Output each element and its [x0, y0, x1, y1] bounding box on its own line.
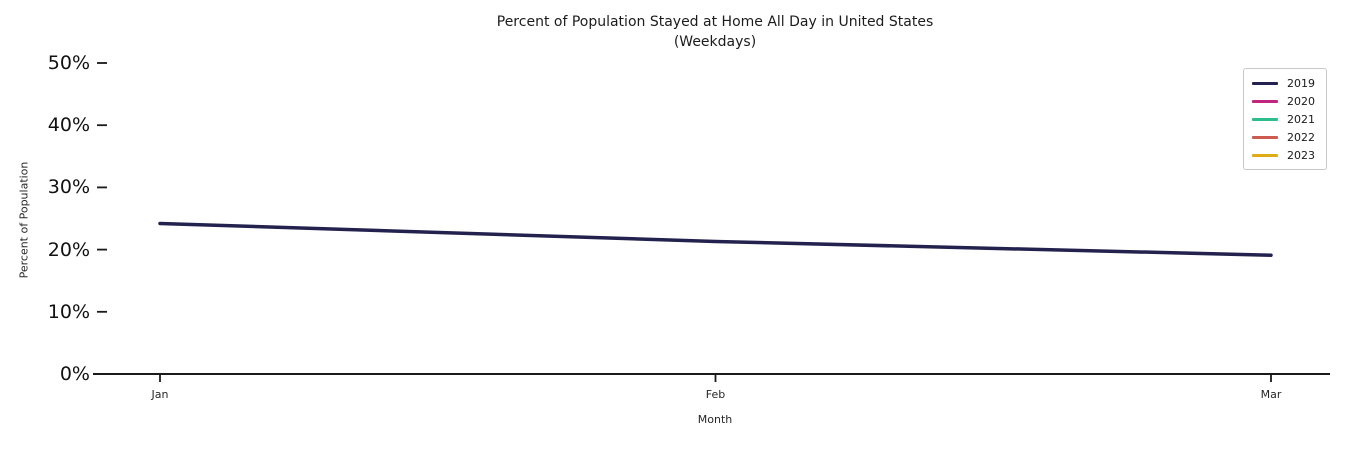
y-tick-label: 40% — [47, 114, 90, 137]
y-tick-label: 50% — [47, 52, 90, 74]
legend: 2019 2020 2021 2022 2023 — [1243, 68, 1327, 170]
y-tick-label: 20% — [47, 238, 90, 261]
legend-item-2021: 2021 — [1252, 111, 1319, 127]
chart-title: Percent of Population Stayed at Home All… — [100, 12, 1330, 52]
y-tick-label: 0% — [59, 363, 90, 385]
series-line-2019 — [158, 221, 1273, 257]
chart-title-line2: (Weekdays) — [673, 34, 757, 50]
legend-label: 2022 — [1287, 130, 1315, 144]
legend-swatch-2019 — [1252, 81, 1278, 85]
legend-item-2020: 2020 — [1252, 93, 1319, 109]
x-tick-label: Jan — [151, 388, 169, 401]
legend-label: 2023 — [1287, 148, 1315, 162]
legend-item-2022: 2022 — [1252, 129, 1319, 145]
x-tick-label: Mar — [1260, 388, 1282, 401]
x-axis-label: Month — [697, 413, 733, 426]
legend-swatch-2021 — [1252, 117, 1278, 121]
legend-item-2023: 2023 — [1252, 147, 1319, 163]
legend-swatch-2022 — [1252, 135, 1278, 139]
legend-item-2019: 2019 — [1252, 75, 1319, 91]
legend-label: 2021 — [1287, 112, 1315, 126]
legend-label: 2020 — [1287, 94, 1315, 108]
y-tick-label: 10% — [47, 300, 90, 323]
legend-label: 2019 — [1287, 76, 1315, 90]
x-tick-label: Feb — [705, 388, 726, 401]
y-tick-label: 30% — [47, 176, 90, 199]
legend-swatch-2020 — [1252, 99, 1278, 103]
chart-title-line1: Percent of Population Stayed at Home All… — [496, 14, 934, 30]
legend-swatch-2023 — [1252, 153, 1278, 157]
